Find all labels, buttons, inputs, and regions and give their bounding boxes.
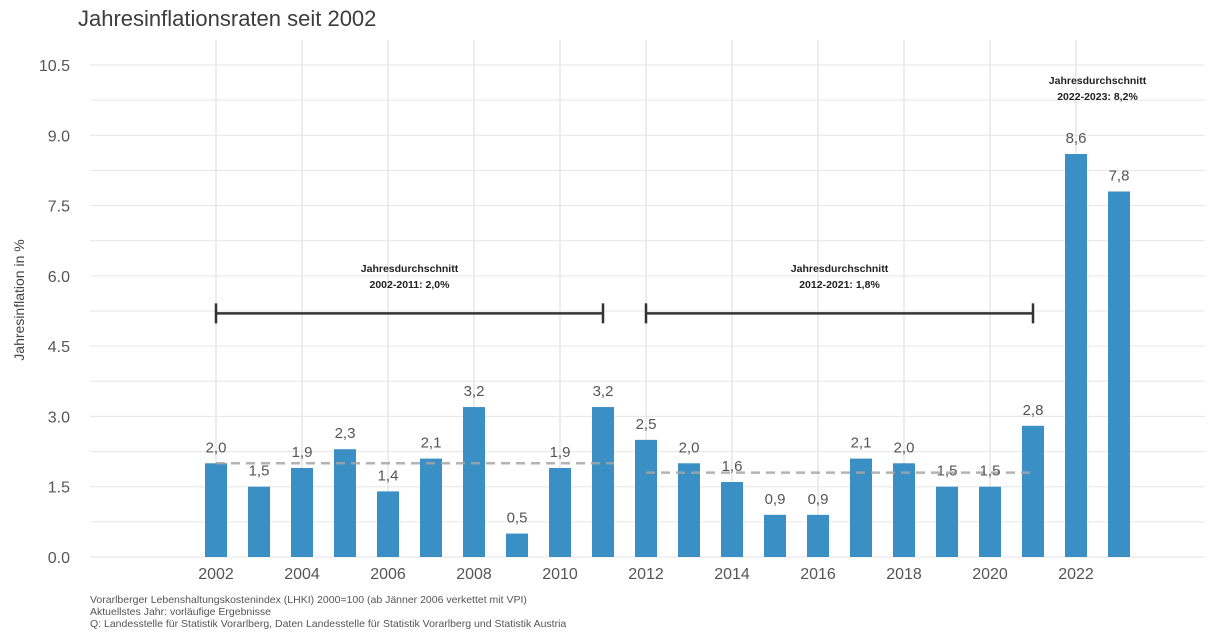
x-tick-label: 2004 — [284, 566, 320, 583]
value-label-2018: 2,0 — [894, 439, 915, 456]
bar-2013 — [678, 463, 700, 557]
value-label-2019: 1,5 — [937, 463, 958, 480]
annotation-value: 2002-2011: 2,0% — [370, 279, 451, 291]
bar-2009 — [506, 533, 528, 557]
value-label-2013: 2,0 — [679, 439, 700, 456]
y-tick-label: 9.0 — [48, 128, 70, 145]
value-label-2009: 0,5 — [507, 510, 528, 527]
y-axis-title: Jahresinflation in % — [11, 239, 27, 360]
annotation-value: 2012-2021: 1,8% — [799, 279, 880, 291]
x-tick-label: 2016 — [800, 566, 836, 583]
chart-title: Jahresinflationsraten seit 2002 — [78, 6, 377, 31]
bar-2003 — [248, 486, 270, 557]
value-label-2007: 2,1 — [421, 435, 442, 452]
bar-2005 — [334, 449, 356, 557]
footnote-preliminary: Aktuellstes Jahr: vorläufige Ergebnisse — [90, 606, 271, 618]
value-label-2005: 2,3 — [335, 425, 356, 442]
value-label-2011: 3,2 — [593, 383, 614, 400]
x-tick-label: 2020 — [972, 566, 1008, 583]
value-label-2017: 2,1 — [851, 435, 872, 452]
x-tick-label: 2008 — [456, 566, 492, 583]
average-lines — [214, 303, 1035, 474]
annotation-title: Jahresdurchschnitt — [791, 263, 889, 275]
y-axis-ticks: 0.0 1.5 3.0 4.5 6.0 7.5 9.0 10.5 — [39, 58, 70, 567]
bar-2012 — [635, 439, 657, 557]
value-label-2014: 1,6 — [722, 458, 743, 475]
bar-2020 — [979, 486, 1001, 557]
y-tick-label: 0.0 — [48, 550, 70, 567]
footnote-source: Q: Landesstelle für Statistik Vorarlberg… — [90, 618, 567, 630]
value-label-2012: 2,5 — [636, 416, 657, 433]
value-label-2015: 0,9 — [765, 491, 786, 508]
bar-2015 — [764, 514, 786, 557]
bar-2004 — [291, 467, 313, 557]
value-label-2003: 1,5 — [249, 463, 270, 480]
bars — [205, 154, 1130, 557]
footnote-source-index: Vorarlberger Lebenshaltungskostenindex (… — [90, 594, 527, 606]
x-tick-label: 2018 — [886, 566, 922, 583]
y-tick-label: 6.0 — [48, 269, 70, 286]
annotation-title: Jahresdurchschnitt — [1049, 75, 1147, 87]
y-tick-label: 1.5 — [48, 480, 70, 497]
value-label-2022: 8,6 — [1066, 130, 1087, 147]
x-tick-label: 2010 — [542, 566, 578, 583]
annotation-title: Jahresdurchschnitt — [361, 263, 459, 275]
bar-2010 — [549, 467, 571, 557]
value-label-2008: 3,2 — [464, 383, 485, 400]
y-tick-label: 3.0 — [48, 409, 70, 426]
x-tick-label: 2014 — [714, 566, 750, 583]
x-axis-ticks: 2002 2004 2006 2008 2010 2012 2014 2016 2018 2020… — [198, 566, 1094, 583]
x-tick-label: 2022 — [1058, 566, 1094, 583]
value-label-2004: 1,9 — [292, 444, 313, 461]
bar-2007 — [420, 458, 442, 557]
bar-2021 — [1022, 425, 1044, 557]
bar-2018 — [893, 463, 915, 557]
bar-2014 — [721, 482, 743, 557]
y-tick-label: 4.5 — [48, 339, 70, 356]
value-label-2010: 1,9 — [550, 444, 571, 461]
bar-2008 — [463, 407, 485, 557]
bar-2006 — [377, 491, 399, 557]
value-label-2021: 2,8 — [1023, 402, 1044, 419]
value-label-2016: 0,9 — [808, 491, 829, 508]
y-tick-label: 7.5 — [48, 199, 70, 216]
value-labels: 2,0 1,5 1,9 2,3 1,4 2,1 3,2 0,5 1,9 3,2 2,5 2,0 1,6 0… — [206, 130, 1130, 527]
annotation-value: 2022-2023: 8,2% — [1057, 91, 1138, 103]
y-tick-label: 10.5 — [39, 58, 70, 75]
value-label-2002: 2,0 — [206, 439, 227, 456]
annotations: Jahresdurchschnitt 2002-2011: 2,0% Jahresd… — [361, 75, 1147, 291]
bar-2016 — [807, 514, 829, 557]
bar-2022 — [1065, 154, 1087, 557]
x-tick-label: 2002 — [198, 566, 234, 583]
bar-2023 — [1108, 191, 1130, 557]
value-label-2023: 7,8 — [1109, 168, 1130, 185]
bar-2011 — [592, 407, 614, 557]
value-label-2006: 1,4 — [378, 467, 399, 484]
bar-2017 — [850, 458, 872, 557]
x-tick-label: 2006 — [370, 566, 406, 583]
x-tick-label: 2012 — [628, 566, 664, 583]
bar-2002 — [205, 463, 227, 557]
value-label-2020: 1,5 — [980, 463, 1001, 480]
bar-2019 — [936, 486, 958, 557]
